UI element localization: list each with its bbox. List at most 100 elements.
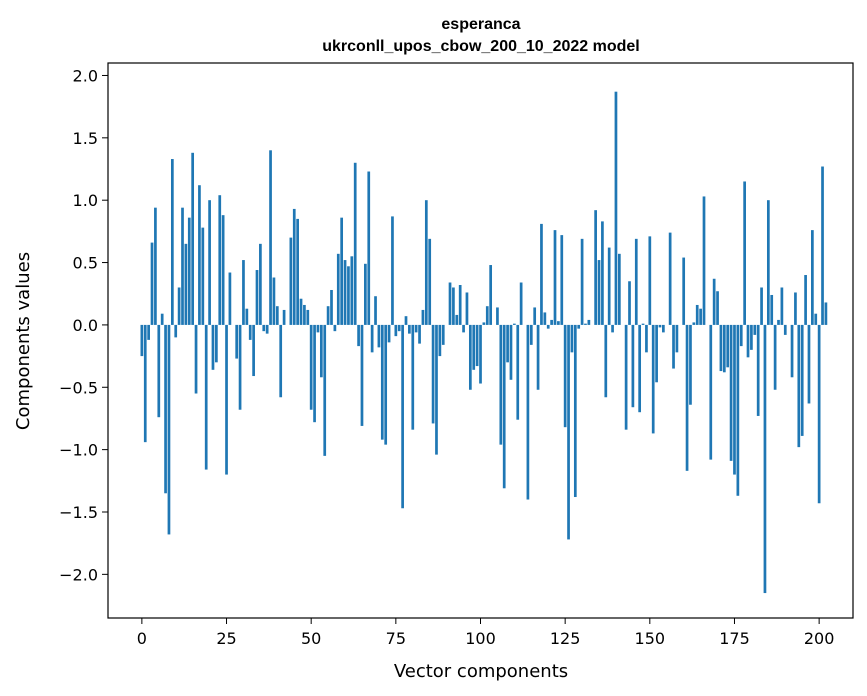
bar-149 xyxy=(645,324,648,353)
bar-76 xyxy=(397,324,401,332)
x-tick-label: 150 xyxy=(635,629,666,648)
bar-89 xyxy=(441,324,445,345)
bar-85 xyxy=(428,238,432,325)
bar-161 xyxy=(685,324,689,471)
bar-109 xyxy=(509,324,513,380)
bar-51 xyxy=(313,324,316,423)
bar-28 xyxy=(235,324,239,359)
bar-171 xyxy=(719,324,723,372)
bar-41 xyxy=(279,324,283,398)
bar-58 xyxy=(336,253,340,325)
x-axis-label: Vector components xyxy=(394,661,568,682)
y-tick-label: −1.5 xyxy=(59,503,98,522)
bar-139 xyxy=(611,324,614,333)
bar-183 xyxy=(760,287,763,325)
bar-13 xyxy=(184,243,188,325)
bar-86 xyxy=(431,324,435,424)
bar-series xyxy=(140,91,828,594)
x-tick-label: 25 xyxy=(216,629,236,648)
bar-91 xyxy=(448,282,452,325)
bar-24 xyxy=(221,215,225,325)
bar-198 xyxy=(811,230,814,325)
bar-186 xyxy=(770,294,774,325)
bar-77 xyxy=(401,324,404,509)
bar-9 xyxy=(170,159,174,325)
y-tick-label: −1.0 xyxy=(59,441,98,460)
bar-121 xyxy=(550,319,553,325)
bar-52 xyxy=(316,324,320,333)
bar-177 xyxy=(739,324,743,347)
bar-11 xyxy=(177,287,181,325)
bar-98 xyxy=(472,324,476,370)
bar-124 xyxy=(560,235,564,325)
bar-31 xyxy=(245,308,249,325)
bar-130 xyxy=(580,238,584,325)
bar-8 xyxy=(167,324,171,535)
bar-12 xyxy=(181,207,184,325)
bar-3 xyxy=(150,242,154,325)
bar-148 xyxy=(641,323,645,325)
bar-21 xyxy=(211,324,215,370)
bar-84 xyxy=(424,200,428,325)
bar-53 xyxy=(319,324,323,378)
bar-10 xyxy=(174,324,178,338)
bar-92 xyxy=(452,287,455,325)
bar-138 xyxy=(607,247,611,325)
bar-6 xyxy=(160,313,164,325)
bar-42 xyxy=(282,309,286,325)
bar-61 xyxy=(347,266,350,325)
bar-0 xyxy=(140,324,144,357)
bar-47 xyxy=(299,298,303,325)
bar-81 xyxy=(414,324,418,333)
bar-106 xyxy=(499,324,503,445)
bar-185 xyxy=(766,200,770,325)
bar-181 xyxy=(753,324,757,335)
bar-22 xyxy=(215,324,218,363)
bar-132 xyxy=(587,319,591,325)
bar-129 xyxy=(577,324,581,329)
bar-168 xyxy=(709,324,713,460)
bar-178 xyxy=(743,181,746,325)
bar-188 xyxy=(777,319,780,325)
bar-79 xyxy=(408,324,411,334)
bar-143 xyxy=(624,324,628,430)
bar-34 xyxy=(255,270,259,325)
bar-180 xyxy=(750,324,753,350)
bar-5 xyxy=(157,324,161,418)
x-tick-label: 75 xyxy=(386,629,406,648)
bar-56 xyxy=(330,289,333,325)
chart-title-line2: ukrconll_upos_cbow_200_10_2022 model xyxy=(322,38,639,55)
bar-123 xyxy=(557,321,560,325)
bar-137 xyxy=(604,324,608,398)
bar-72 xyxy=(384,324,388,445)
y-tick-label: 0.0 xyxy=(73,316,98,335)
bar-16 xyxy=(194,324,198,394)
bar-63 xyxy=(353,162,357,325)
bar-202 xyxy=(824,302,828,325)
x-tick-label: 200 xyxy=(804,629,835,648)
bar-156 xyxy=(668,232,672,325)
bar-150 xyxy=(648,236,652,325)
bar-147 xyxy=(638,324,642,413)
bar-37 xyxy=(265,324,269,334)
bar-126 xyxy=(567,324,570,540)
bar-174 xyxy=(729,324,733,461)
bar-65 xyxy=(360,324,364,426)
bar-160 xyxy=(682,257,686,325)
bar-170 xyxy=(716,291,719,325)
bar-67 xyxy=(367,171,371,325)
bar-182 xyxy=(756,324,760,416)
bar-29 xyxy=(238,324,242,410)
bar-70 xyxy=(377,324,381,348)
bar-1 xyxy=(143,324,147,443)
y-tick-label: 1.5 xyxy=(73,129,98,148)
bar-172 xyxy=(722,324,726,373)
bar-169 xyxy=(712,278,716,325)
bar-94 xyxy=(458,285,462,325)
bar-100 xyxy=(479,324,482,384)
bar-112 xyxy=(519,282,523,325)
bar-145 xyxy=(631,324,635,408)
y-tick-label: −2.0 xyxy=(59,565,98,584)
bar-117 xyxy=(536,324,540,390)
